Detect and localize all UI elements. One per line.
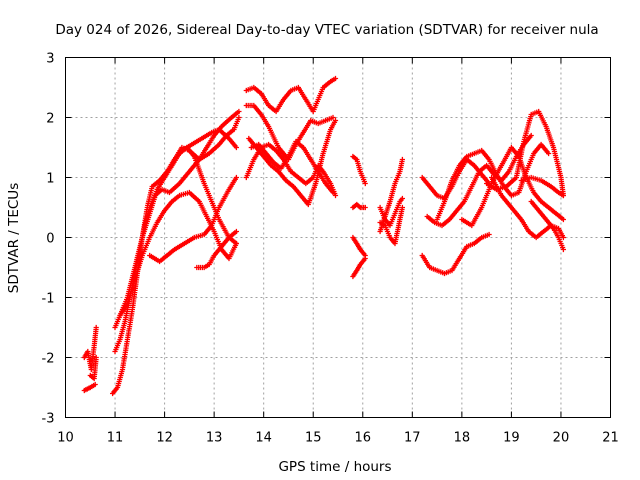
y-tick-label: 1 — [46, 172, 54, 187]
series-trace-13 — [243, 102, 336, 163]
plus-markers — [246, 117, 339, 208]
series-trace-4 — [110, 126, 239, 397]
series-trace-30 — [518, 174, 566, 199]
series-trace-9 — [194, 228, 239, 271]
plus-markers — [248, 138, 336, 196]
plus-markers — [87, 354, 99, 382]
x-tick-label: 14 — [255, 431, 272, 446]
plus-markers — [194, 228, 239, 271]
series-trace-1 — [81, 324, 99, 373]
chart-title: Day 024 of 2026, Sidereal Day-to-day VTE… — [55, 22, 598, 38]
series-trace-27 — [459, 144, 566, 229]
series-trace-29 — [489, 174, 566, 241]
plus-markers — [528, 198, 566, 253]
series-trace-10 — [171, 114, 242, 163]
y-tick-label: -3 — [42, 412, 55, 427]
x-tick-label: 12 — [156, 431, 173, 446]
plus-markers — [489, 174, 566, 241]
x-tick-label: 20 — [553, 431, 570, 446]
plus-markers — [459, 144, 566, 229]
plus-markers — [171, 114, 242, 163]
plus-markers — [419, 231, 492, 277]
plus-markers — [377, 195, 405, 229]
x-tick-label: 18 — [454, 431, 471, 446]
series-trace-28 — [484, 108, 566, 199]
series-trace-31 — [528, 198, 566, 253]
plus-markers — [350, 255, 368, 280]
plus-markers — [81, 381, 98, 394]
series-trace-19 — [350, 255, 368, 280]
plus-markers — [350, 234, 368, 259]
series-trace-2 — [81, 381, 98, 394]
y-tick-label: 3 — [46, 52, 54, 67]
series-trace-12 — [243, 75, 339, 115]
x-tick-label: 21 — [602, 431, 619, 446]
plus-markers — [518, 174, 566, 199]
plus-markers — [419, 156, 492, 202]
x-tick-label: 17 — [404, 431, 421, 446]
series-trace-14 — [246, 117, 339, 208]
plus-markers — [110, 126, 239, 397]
series-trace-18 — [350, 234, 368, 259]
x-axis-label: GPS time / hours — [278, 459, 391, 475]
series-trace-21 — [377, 195, 405, 229]
plus-markers — [377, 204, 405, 247]
y-tick-label: 0 — [46, 232, 54, 247]
x-tick-label: 11 — [107, 431, 124, 446]
x-tick-label: 16 — [354, 431, 371, 446]
y-axis-label: SDTVAR / TECUs — [6, 183, 22, 293]
plus-markers — [484, 108, 566, 199]
x-tick-label: 10 — [57, 431, 74, 446]
series-trace-15 — [248, 138, 336, 196]
y-tick-label: -2 — [42, 352, 55, 367]
plus-markers — [243, 102, 336, 163]
series-trace-24 — [419, 231, 492, 277]
plus-markers — [81, 324, 99, 373]
x-tick-label: 15 — [305, 431, 322, 446]
plot-frame — [65, 57, 611, 418]
series-trace-16 — [350, 153, 368, 187]
series-trace-22 — [377, 204, 405, 247]
y-tick-label: -1 — [42, 292, 55, 307]
plus-markers — [243, 75, 339, 115]
x-tick-label: 19 — [503, 431, 520, 446]
series-trace-17 — [350, 201, 368, 211]
series-trace-23 — [419, 156, 492, 202]
plus-markers — [350, 201, 368, 211]
series-trace-8 — [147, 174, 239, 265]
data-series — [81, 75, 566, 397]
grid-lines — [65, 57, 611, 418]
x-tick-label: 13 — [206, 431, 223, 446]
plus-markers — [147, 174, 239, 265]
plus-markers — [350, 153, 368, 187]
series-trace-3 — [87, 354, 99, 382]
y-tick-label: 2 — [46, 112, 54, 127]
